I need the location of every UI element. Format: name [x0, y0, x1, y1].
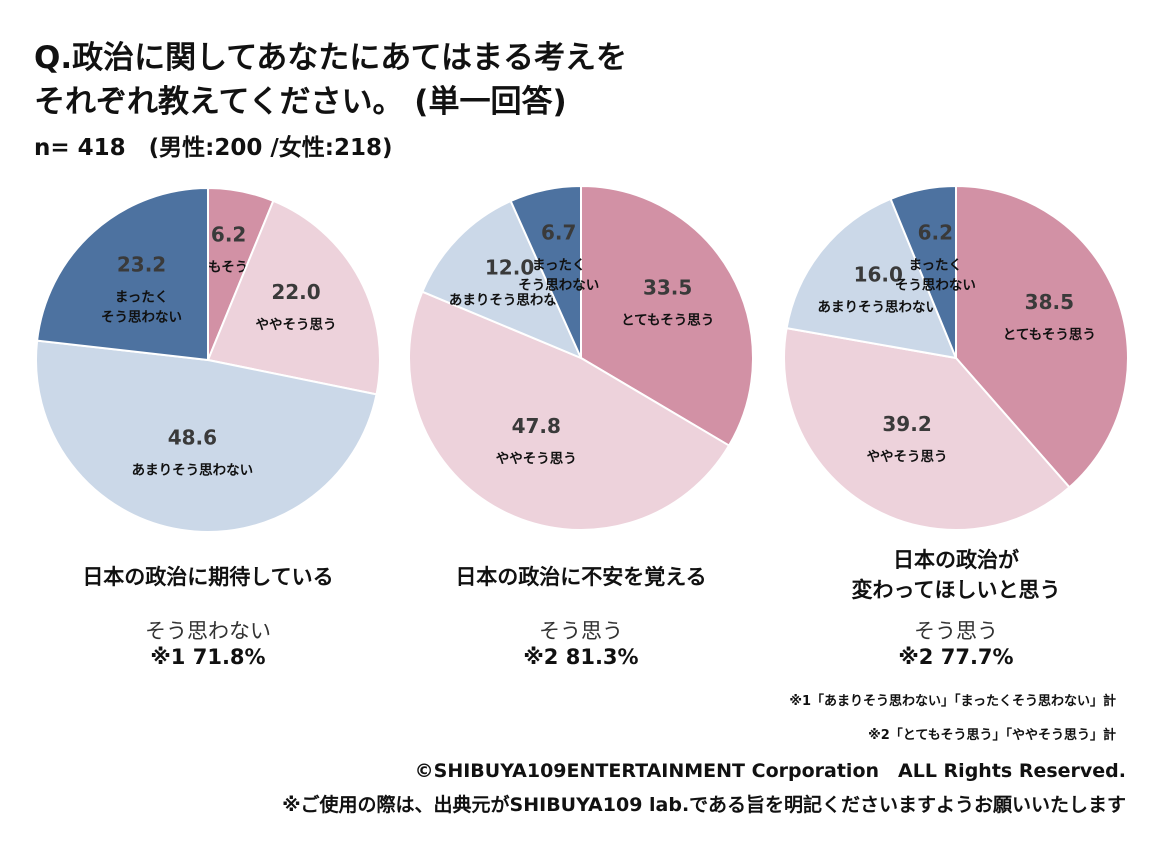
title-line-2: それぞれ教えてください。 (単一回答)	[34, 84, 567, 120]
sample-size: n= 418 (男性:200 /女性:218)	[34, 135, 393, 161]
pie-slice	[580, 184, 754, 447]
summary-value: ※1 71.8%	[150, 645, 266, 669]
category-label: あまりそう思わない	[449, 292, 571, 308]
note-2: ※2「とてもそう思う」「ややそう思う」計	[868, 728, 1116, 743]
usage-note: ※ご使用の際は、出典元がSHIBUYA109 lab.である旨を明記くださいます…	[282, 794, 1126, 816]
data-label: 22.0	[271, 280, 320, 304]
data-label: 6.7	[541, 221, 576, 245]
pie-slice	[955, 184, 1129, 489]
summary-label: そう思う	[914, 619, 998, 643]
category-label: あまりそう思わない	[132, 463, 254, 479]
data-label: 47.8	[512, 414, 561, 438]
title-line-1: Q.政治に関してあなたにあてはまる考えを	[34, 40, 628, 76]
summary-label: そう思わない	[145, 619, 271, 643]
category-label: まったく	[532, 258, 585, 274]
pie-slice	[785, 197, 958, 360]
pie-slice	[408, 290, 731, 531]
summary-value: ※2 77.7%	[898, 645, 1014, 669]
pie-slice	[35, 339, 378, 533]
category-label: ややそう思う	[256, 317, 337, 333]
copyright: ©SHIBUYA109ENTERTAINMENT Corporation ALL…	[414, 760, 1126, 782]
pie-slice	[35, 186, 209, 362]
note-1: ※1「あまりそう思わない」「まったくそう思わない」計	[789, 694, 1116, 709]
pie-slice	[420, 199, 583, 360]
data-label: 48.6	[168, 426, 217, 450]
category-label: ややそう思う	[496, 451, 577, 467]
pie-slice	[889, 184, 957, 359]
summary-label: そう思う	[539, 619, 623, 643]
pie-title: 日本の政治が 変わってほしいと思う	[851, 548, 1061, 602]
data-label: 6.2	[918, 220, 953, 244]
data-label: 6.2	[211, 222, 246, 246]
category-label: そう思わない	[101, 310, 182, 326]
category-label: そう思わない	[518, 278, 599, 294]
category-label: とてもそう思う	[1003, 327, 1096, 343]
chart-title: Q.政治に関してあなたにあてはまる考えを それぞれ教えてください。 (単一回答)	[34, 36, 627, 124]
pie-title: 日本の政治に不安を覚える	[455, 565, 707, 589]
pie-slice	[783, 326, 1071, 531]
category-label: まったく	[115, 290, 168, 306]
category-label: あまりそう思わない	[818, 299, 940, 315]
pie-slice	[509, 184, 582, 359]
data-label: 39.2	[882, 412, 931, 436]
data-label: 12.0	[485, 255, 534, 279]
category-label: まったく	[909, 257, 962, 273]
data-label: 38.5	[1025, 290, 1074, 314]
data-label: 33.5	[643, 276, 692, 300]
pie-title: 日本の政治に期待している	[82, 565, 334, 589]
category-label: とてもそう思う	[621, 313, 714, 329]
category-label: ややそう思う	[867, 449, 948, 465]
pie-slice	[206, 199, 381, 396]
category-label: そう思わない	[895, 277, 976, 293]
data-label: 23.2	[117, 253, 166, 277]
data-label: 16.0	[854, 262, 903, 286]
summary-value: ※2 81.3%	[523, 645, 639, 669]
